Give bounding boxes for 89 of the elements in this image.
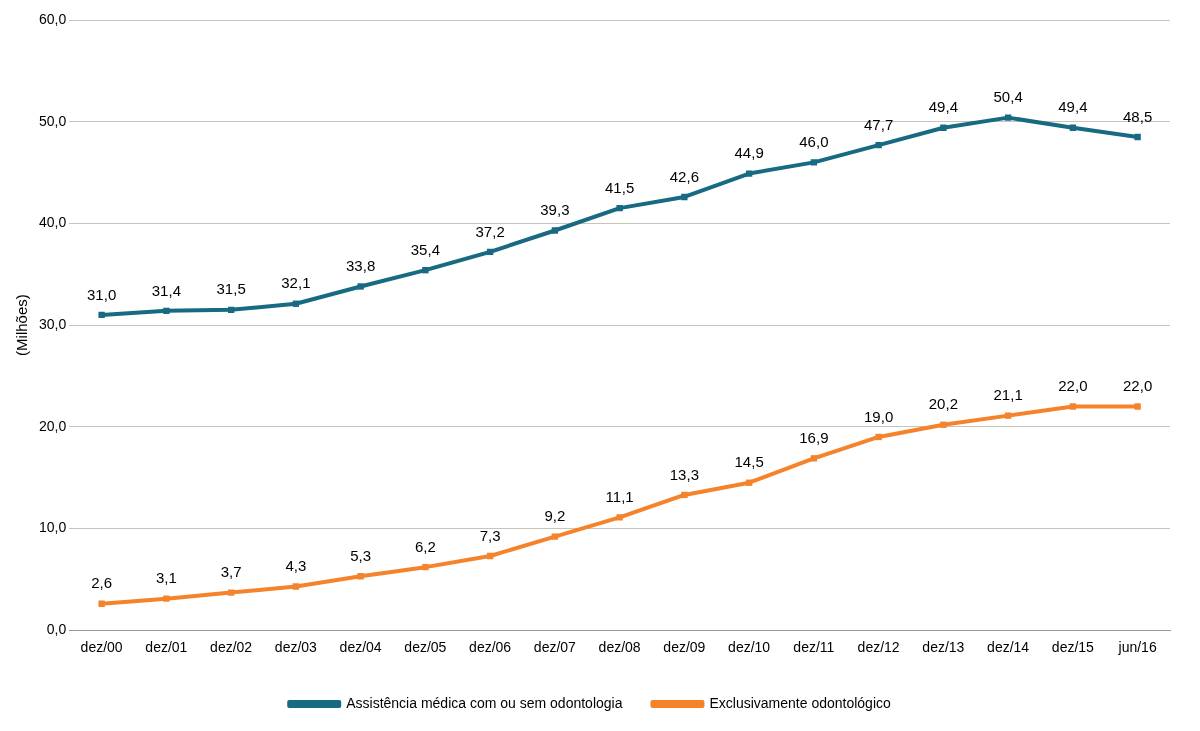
point	[616, 514, 623, 521]
data-label: 22,0	[1123, 377, 1153, 395]
point	[875, 141, 882, 149]
x-tick-label: dez/07	[533, 639, 577, 656]
point	[940, 124, 947, 131]
data-label: 32,1	[281, 274, 311, 292]
y-axis-title: (Milhões)	[13, 294, 31, 356]
point	[422, 267, 429, 274]
x-tick-label: dez/10	[728, 639, 771, 656]
y-tick-label: 40,0	[39, 214, 67, 231]
data-label: 49,4	[928, 98, 958, 116]
data-label: 2,6	[91, 574, 113, 592]
point	[551, 227, 559, 234]
data-label: 16,9	[799, 428, 829, 446]
point	[551, 533, 559, 540]
point	[1134, 403, 1141, 410]
x-tick-label: jun/16	[1117, 639, 1157, 656]
point	[810, 455, 818, 462]
y-tick-label: 10,0	[39, 519, 67, 536]
point	[1004, 412, 1012, 419]
point	[98, 311, 105, 319]
data-label: 9,2	[544, 507, 566, 525]
data-label: 35,4	[410, 240, 440, 258]
y-tick-label: 50,0	[39, 112, 67, 129]
data-label: 14,5	[734, 453, 764, 471]
data-label: 39,3	[540, 201, 570, 219]
data-label: 41,5	[605, 178, 635, 196]
data-label: 22,0	[1058, 377, 1088, 395]
y-tick-label: 60,0	[39, 10, 67, 27]
data-label: 21,1	[993, 386, 1023, 404]
data-label: 3,1	[155, 569, 177, 587]
x-tick-label: dez/05	[404, 639, 447, 656]
x-tick-label: dez/01	[145, 639, 188, 656]
x-tick-label: dez/09	[663, 639, 706, 656]
point	[745, 170, 753, 177]
data-label: 42,6	[669, 167, 699, 185]
data-label: 5,3	[350, 546, 372, 564]
point	[98, 600, 105, 607]
point	[616, 204, 623, 212]
point	[1069, 403, 1077, 410]
data-label: 37,2	[475, 222, 505, 240]
x-tick-label: dez/11	[793, 639, 835, 656]
data-label: 7,3	[479, 526, 501, 544]
data-label: 48,5	[1123, 107, 1153, 125]
point	[940, 421, 947, 428]
point	[357, 573, 364, 580]
y-tick-label: 20,0	[39, 417, 67, 434]
point	[163, 595, 170, 602]
y-tick-label: 30,0	[39, 315, 67, 332]
legend-label: Assistência médica com ou sem odontologia	[346, 694, 623, 711]
point	[227, 589, 235, 596]
x-tick-label: dez/00	[80, 639, 123, 656]
data-label: 46,0	[799, 133, 829, 151]
point	[357, 283, 364, 290]
point	[681, 193, 688, 201]
point	[1134, 133, 1141, 141]
data-label: 31,5	[216, 280, 246, 298]
x-tick-label: dez/14	[987, 639, 1030, 656]
data-label: 49,4	[1058, 98, 1088, 116]
point	[875, 433, 882, 441]
legend-label: Exclusivamente odontológico	[709, 694, 892, 711]
x-tick-label: dez/15	[1051, 639, 1095, 656]
x-tick-label: dez/06	[469, 639, 512, 656]
point	[292, 583, 300, 590]
data-label: 19,0	[864, 407, 894, 425]
x-tick-label: dez/08	[598, 639, 641, 656]
data-label: 11,1	[605, 487, 634, 505]
data-label: 31,0	[87, 285, 117, 303]
data-label: 20,2	[928, 395, 958, 413]
point	[422, 563, 429, 571]
x-tick-label: dez/03	[274, 639, 318, 656]
point	[163, 307, 170, 315]
data-label: 4,3	[285, 557, 307, 575]
point	[681, 491, 688, 499]
data-label: 33,8	[346, 257, 376, 275]
point	[1004, 114, 1012, 121]
point	[810, 159, 818, 166]
data-label: 3,7	[220, 563, 242, 581]
data-label: 47,7	[864, 115, 894, 133]
x-tick-label: dez/13	[922, 639, 965, 656]
data-label: 13,3	[669, 465, 699, 483]
data-label: 50,4	[993, 88, 1023, 106]
y-tick-label: 0,0	[46, 621, 67, 638]
data-label: 44,9	[734, 144, 764, 162]
x-tick-label: dez/02	[210, 639, 253, 656]
x-tick-label: dez/04	[339, 639, 382, 656]
data-label: 31,4	[151, 281, 181, 299]
data-label: 6,2	[414, 537, 436, 555]
x-tick-label: dez/12	[857, 639, 900, 656]
